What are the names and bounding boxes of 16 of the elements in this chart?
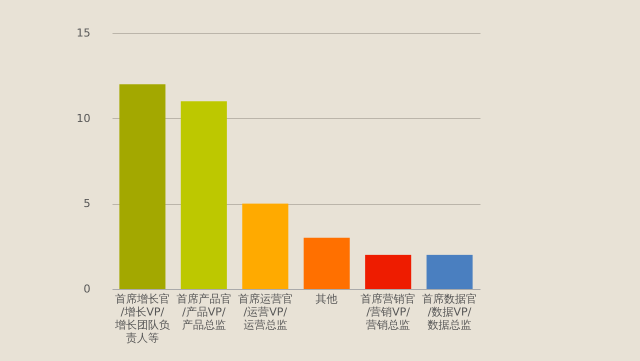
bar (180, 101, 227, 289)
y-tick-label: 10 (76, 112, 90, 125)
y-tick-label: 5 (84, 197, 90, 210)
bar (304, 238, 350, 289)
y-tick-label: 15 (76, 26, 90, 40)
x-tick-label: 首席数据官/数据VP/数据总监 (422, 292, 478, 332)
x-tick-label: 首席增长官/增长VP/增长团队负责人等 (114, 292, 170, 344)
bar (365, 254, 412, 289)
x-tick-label: 其他 (316, 292, 338, 306)
y-tick-label: 0 (84, 282, 90, 296)
x-tick-label: 首席产品官/产品VP/产品总监 (176, 292, 232, 332)
bar (119, 84, 166, 289)
x-tick-label: 首席运营官/运营VP/运营总监 (238, 292, 293, 332)
bar (242, 204, 288, 289)
x-tick-label: 首席营销官/营销VP/营销总监 (360, 292, 416, 332)
bar (426, 254, 473, 289)
